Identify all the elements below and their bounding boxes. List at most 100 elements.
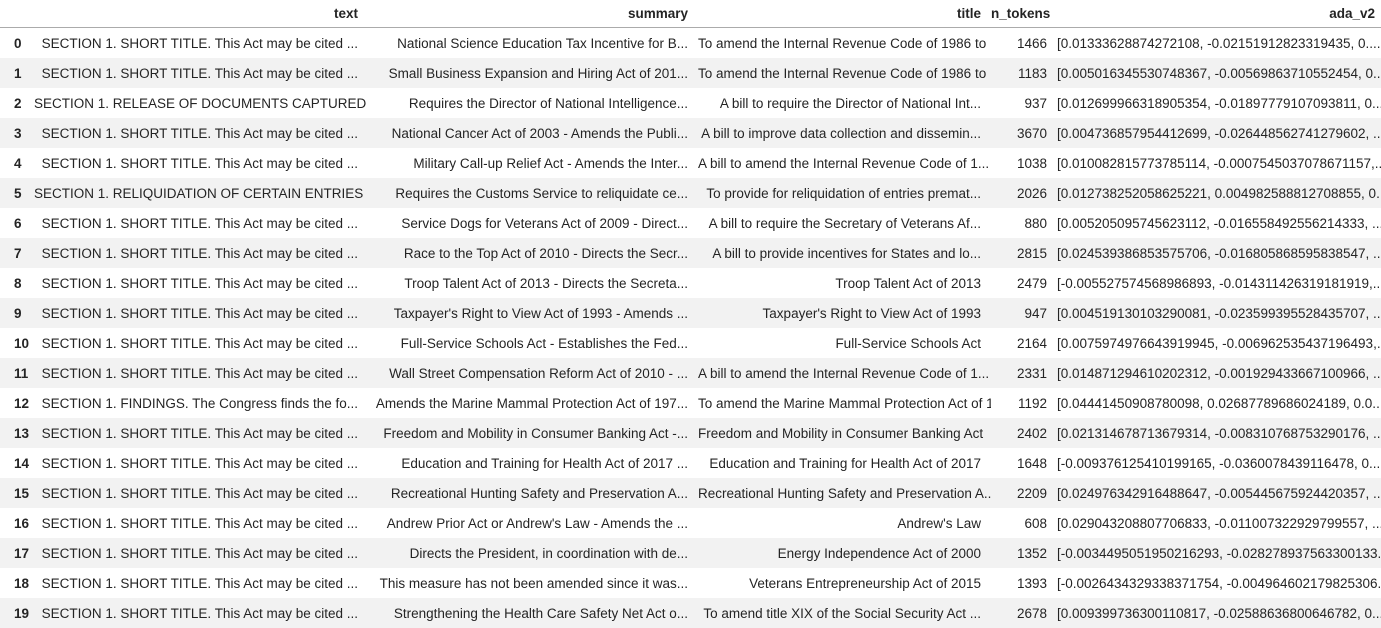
cell-n-tokens: 2209 bbox=[1016, 485, 1047, 501]
cell-summary: Requires the Director of National Intell… bbox=[408, 95, 688, 111]
table-row: 0 SECTION 1. SHORT TITLE. This Act may b… bbox=[0, 28, 1381, 59]
cell-n-tokens: 880 bbox=[1024, 215, 1047, 231]
cell-title: Andrew's Law bbox=[897, 515, 981, 531]
table-row: 13 SECTION 1. SHORT TITLE. This Act may … bbox=[0, 418, 1381, 448]
cell-n-tokens: 2479 bbox=[1016, 275, 1047, 291]
row-index: 1 bbox=[14, 65, 22, 81]
dataframe-body: 0 SECTION 1. SHORT TITLE. This Act may b… bbox=[0, 28, 1381, 628]
column-header-text: text bbox=[34, 0, 368, 28]
cell-text: SECTION 1. SHORT TITLE. This Act may be … bbox=[41, 545, 358, 561]
cell-n-tokens: 2815 bbox=[1016, 245, 1047, 261]
cell-text: SECTION 1. SHORT TITLE. This Act may be … bbox=[41, 215, 358, 231]
cell-summary: Race to the Top Act of 2010 - Directs th… bbox=[403, 245, 688, 261]
cell-text: SECTION 1. SHORT TITLE. This Act may be … bbox=[41, 155, 358, 171]
cell-text: SECTION 1. SHORT TITLE. This Act may be … bbox=[41, 575, 358, 591]
cell-text: SECTION 1. RELEASE OF DOCUMENTS CAPTURED… bbox=[34, 95, 368, 111]
cell-text: SECTION 1. FINDINGS. The Congress finds … bbox=[41, 395, 358, 411]
cell-text: SECTION 1. SHORT TITLE. This Act may be … bbox=[41, 275, 358, 291]
cell-title: Education and Training for Health Act of… bbox=[709, 455, 981, 471]
cell-n-tokens: 608 bbox=[1024, 515, 1047, 531]
cell-ada-v2: [0.004736857954412699, -0.02644856274127… bbox=[1057, 125, 1381, 141]
cell-n-tokens: 1352 bbox=[1016, 545, 1047, 561]
cell-ada-v2: [0.012699966318905354, -0.01897779107093… bbox=[1057, 95, 1381, 111]
table-row: 4 SECTION 1. SHORT TITLE. This Act may b… bbox=[0, 148, 1381, 178]
cell-title: Troop Talent Act of 2013 bbox=[835, 275, 981, 291]
cell-ada-v2: [0.012738252058625221, 0.004982588812708… bbox=[1057, 185, 1381, 201]
cell-ada-v2: [0.005205095745623112, -0.01655849255621… bbox=[1057, 215, 1381, 231]
cell-ada-v2: [0.029043208807706833, -0.01100732292979… bbox=[1057, 515, 1381, 531]
table-row: 19 SECTION 1. SHORT TITLE. This Act may … bbox=[0, 598, 1381, 628]
cell-text: SECTION 1. RELIQUIDATION OF CERTAIN ENTR… bbox=[34, 185, 368, 201]
cell-title: To amend the Internal Revenue Code of 19… bbox=[698, 35, 991, 51]
row-index: 16 bbox=[14, 515, 30, 531]
row-index: 14 bbox=[14, 455, 30, 471]
table-row: 8 SECTION 1. SHORT TITLE. This Act may b… bbox=[0, 268, 1381, 298]
row-index: 3 bbox=[14, 125, 22, 141]
cell-ada-v2: [0.004519130103290081, -0.02359939552843… bbox=[1057, 305, 1381, 321]
table-row: 14 SECTION 1. SHORT TITLE. This Act may … bbox=[0, 448, 1381, 478]
row-index: 12 bbox=[14, 395, 30, 411]
row-index: 7 bbox=[14, 245, 22, 261]
cell-title: A bill to provide incentives for States … bbox=[712, 245, 981, 261]
row-index: 8 bbox=[14, 275, 22, 291]
table-row: 6 SECTION 1. SHORT TITLE. This Act may b… bbox=[0, 208, 1381, 238]
cell-text: SECTION 1. SHORT TITLE. This Act may be … bbox=[41, 245, 358, 261]
cell-ada-v2: [0.010082815773785114, -0.00075450370786… bbox=[1057, 155, 1381, 171]
dataframe-header: text summary title n_tokens ada_v2 bbox=[0, 0, 1381, 28]
cell-title: A bill to amend the Internal Revenue Cod… bbox=[698, 365, 990, 381]
row-index: 10 bbox=[14, 335, 30, 351]
row-index: 9 bbox=[14, 305, 22, 321]
cell-summary: Troop Talent Act of 2013 - Directs the S… bbox=[404, 275, 688, 291]
cell-summary: Recreational Hunting Safety and Preserva… bbox=[390, 485, 688, 501]
column-header-ada-v2: ada_v2 bbox=[1057, 0, 1381, 28]
cell-n-tokens: 1038 bbox=[1016, 155, 1047, 171]
cell-n-tokens: 947 bbox=[1024, 305, 1047, 321]
cell-n-tokens: 2164 bbox=[1016, 335, 1047, 351]
cell-title: A bill to improve data collection and di… bbox=[701, 125, 981, 141]
cell-title: A bill to require the Director of Nation… bbox=[719, 95, 981, 111]
cell-summary: Military Call-up Relief Act - Amends the… bbox=[413, 155, 688, 171]
cell-title: A bill to require the Secretary of Veter… bbox=[708, 215, 981, 231]
cell-summary: Strengthening the Health Care Safety Net… bbox=[393, 605, 688, 621]
cell-n-tokens: 1192 bbox=[1017, 395, 1047, 411]
table-row: 3 SECTION 1. SHORT TITLE. This Act may b… bbox=[0, 118, 1381, 148]
table-row: 9 SECTION 1. SHORT TITLE. This Act may b… bbox=[0, 298, 1381, 328]
cell-summary: Wall Street Compensation Reform Act of 2… bbox=[389, 365, 688, 381]
cell-title: Freedom and Mobility in Consumer Banking… bbox=[698, 425, 984, 441]
cell-n-tokens: 2402 bbox=[1016, 425, 1047, 441]
cell-ada-v2: [0.024976342916488647, -0.00544567592442… bbox=[1057, 485, 1381, 501]
cell-ada-v2: [0.021314678713679314, -0.00831076875329… bbox=[1057, 425, 1381, 441]
row-index: 0 bbox=[14, 35, 22, 51]
cell-text: SECTION 1. SHORT TITLE. This Act may be … bbox=[41, 605, 358, 621]
column-header-summary: summary bbox=[368, 0, 698, 28]
table-row: 1 SECTION 1. SHORT TITLE. This Act may b… bbox=[0, 58, 1381, 88]
cell-n-tokens: 1183 bbox=[1017, 65, 1047, 81]
table-row: 16 SECTION 1. SHORT TITLE. This Act may … bbox=[0, 508, 1381, 538]
row-index: 13 bbox=[14, 425, 30, 441]
cell-text: SECTION 1. SHORT TITLE. This Act may be … bbox=[41, 305, 358, 321]
row-index: 18 bbox=[14, 575, 30, 591]
cell-title: Energy Independence Act of 2000 bbox=[777, 545, 981, 561]
cell-text: SECTION 1. SHORT TITLE. This Act may be … bbox=[41, 365, 358, 381]
cell-ada-v2: [0.014871294610202312, -0.00192943366710… bbox=[1057, 365, 1381, 381]
row-index: 4 bbox=[14, 155, 22, 171]
cell-summary: National Science Education Tax Incentive… bbox=[397, 35, 688, 51]
cell-ada-v2: [-0.009376125410199165, -0.0360078439116… bbox=[1057, 455, 1381, 471]
cell-ada-v2: [0.01333628874272108, -0.021519128233194… bbox=[1057, 35, 1381, 51]
row-index: 11 bbox=[14, 365, 29, 381]
table-row: 18 SECTION 1. SHORT TITLE. This Act may … bbox=[0, 568, 1381, 598]
cell-title: A bill to amend the Internal Revenue Cod… bbox=[698, 155, 990, 171]
row-index: 5 bbox=[14, 185, 22, 201]
cell-title: Veterans Entrepreneurship Act of 2015 bbox=[749, 575, 981, 591]
cell-summary: Directs the President, in coordination w… bbox=[409, 545, 688, 561]
cell-ada-v2: [-0.0034495051950216293, -0.028278937563… bbox=[1057, 545, 1381, 561]
cell-title: Full-Service Schools Act bbox=[835, 335, 981, 351]
index-column-header bbox=[0, 0, 34, 28]
cell-text: SECTION 1. SHORT TITLE. This Act may be … bbox=[41, 485, 358, 501]
cell-summary: Service Dogs for Veterans Act of 2009 - … bbox=[401, 215, 688, 231]
cell-n-tokens: 2331 bbox=[1016, 365, 1047, 381]
table-row: 5 SECTION 1. RELIQUIDATION OF CERTAIN EN… bbox=[0, 178, 1381, 208]
cell-title: Taxpayer's Right to View Act of 1993 bbox=[762, 305, 981, 321]
cell-summary: Small Business Expansion and Hiring Act … bbox=[388, 65, 688, 81]
